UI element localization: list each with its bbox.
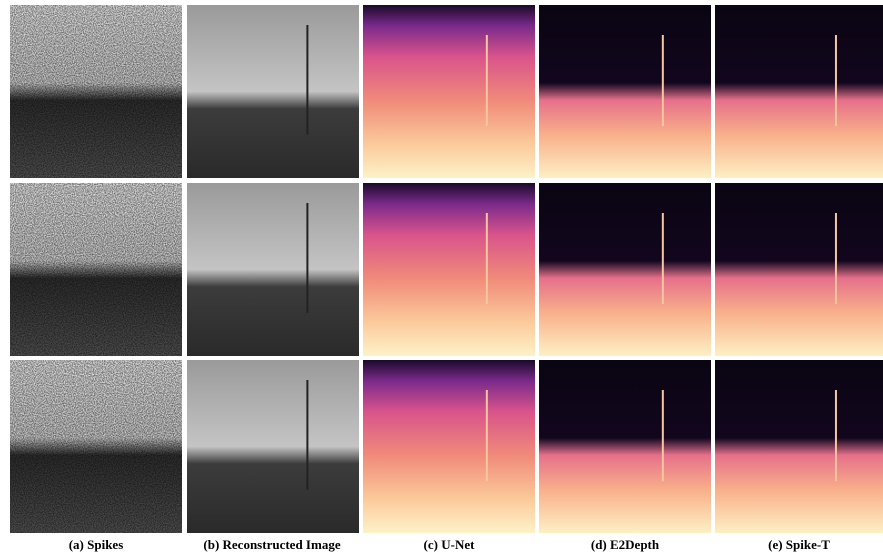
depth-map xyxy=(715,360,883,533)
reconstructed-image xyxy=(187,360,359,533)
caption: (e) Spike-T xyxy=(768,537,830,552)
page: (a) Spikes (b) Reconstructed Image (c) U-N… xyxy=(0,0,883,556)
caption: (d) E2Depth xyxy=(591,537,660,552)
depth-map xyxy=(363,5,535,178)
depth-map xyxy=(363,360,535,533)
depth-map xyxy=(539,360,711,533)
caption: (a) Spikes xyxy=(69,537,124,552)
depth-map xyxy=(363,183,535,356)
spike-noise xyxy=(10,5,182,178)
spike-noise xyxy=(10,360,182,533)
reconstructed-image xyxy=(187,5,359,178)
figure: (a) Spikes (b) Reconstructed Image (c) U-N… xyxy=(0,0,883,556)
depth-map xyxy=(715,183,883,356)
reconstructed-image xyxy=(187,183,359,356)
depth-map xyxy=(715,5,883,178)
depth-map xyxy=(539,183,711,356)
caption: (c) U-Net xyxy=(424,537,476,552)
spike-noise xyxy=(10,183,182,356)
depth-map xyxy=(539,5,711,178)
caption: (b) Reconstructed Image xyxy=(203,537,340,552)
